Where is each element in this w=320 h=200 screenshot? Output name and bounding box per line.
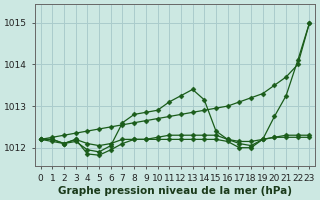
X-axis label: Graphe pression niveau de la mer (hPa): Graphe pression niveau de la mer (hPa): [58, 186, 292, 196]
